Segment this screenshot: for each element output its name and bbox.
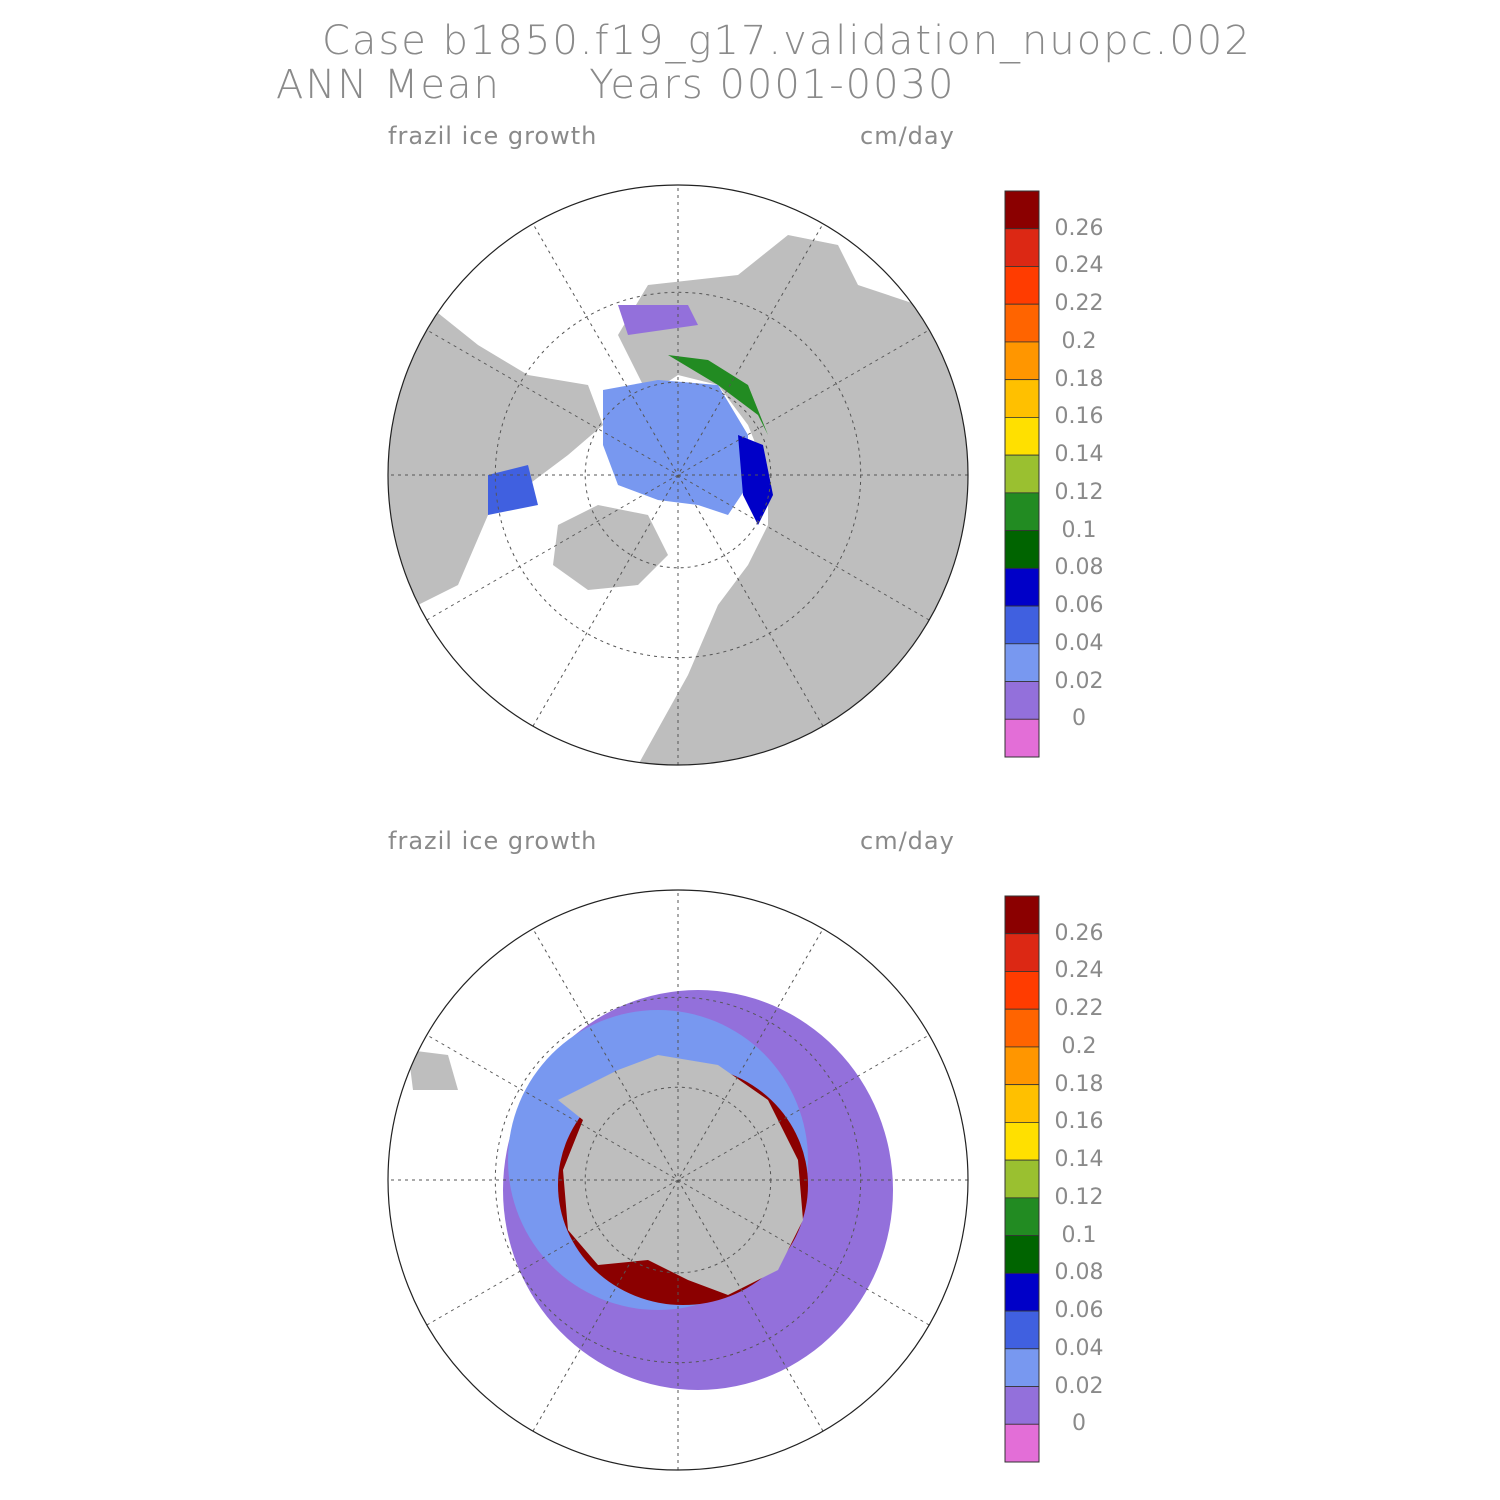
south-colorbar-swatch	[1004, 1046, 1040, 1086]
south-variable-label: frazil ice growth	[388, 827, 598, 855]
north-colorbar-tick-label: 0.26	[1054, 215, 1104, 241]
south-colorbar-swatch	[1004, 933, 1040, 972]
south-colorbar-tick-label: 0.16	[1054, 1109, 1104, 1135]
south-colorbar-swatch	[1004, 1310, 1040, 1350]
greenland-land	[553, 505, 668, 590]
north-colorbar-tick-label: 0.02	[1054, 668, 1104, 694]
south-colorbar-tick-label: 0.04	[1054, 1335, 1104, 1361]
north-colorbar-swatch	[1004, 718, 1040, 758]
siberian-shelf-frazil	[668, 355, 768, 435]
north-colorbar-frame	[1004, 190, 1040, 758]
south-units-label: cm/day	[860, 827, 955, 855]
north-map-border	[387, 184, 969, 766]
south-colorbar-swatch	[1004, 1197, 1040, 1237]
south-colorbar-swatch	[1004, 895, 1040, 935]
north-colorbar-swatch	[1004, 605, 1040, 645]
north-colorbar-tick-label: 0.24	[1054, 253, 1104, 279]
south-colorbar-swatch	[1004, 1008, 1040, 1048]
north-colorbar-swatch	[1004, 190, 1040, 230]
north-map	[387, 184, 969, 766]
north-colorbar-tick-label: 0.06	[1054, 593, 1104, 619]
north-colorbar-swatch	[1004, 492, 1040, 532]
north-colorbar-swatch	[1004, 416, 1040, 456]
south-colorbar-frame	[1004, 895, 1040, 1463]
north-colorbar-swatch	[1004, 379, 1040, 418]
north-colorbar-swatch	[1004, 341, 1040, 381]
south-colorbar-swatch	[1004, 1423, 1040, 1463]
south-colorbar-tick-label: 0.18	[1054, 1071, 1104, 1097]
south-panel: frazil ice growth cm/day	[0, 705, 1500, 1425]
south-colorbar-swatch	[1004, 971, 1040, 1010]
north-america-land	[388, 305, 603, 605]
south-colorbar-swatch	[1004, 1084, 1040, 1123]
south-colorbar-swatch	[1004, 1386, 1040, 1425]
north-colorbar-swatch	[1004, 303, 1040, 343]
north-colorbar-swatch	[1004, 266, 1040, 305]
north-colorbar-tick-label: 0	[1072, 706, 1086, 732]
south-colorbar-tick-label: 0.24	[1054, 958, 1104, 984]
north-colorbar-swatch	[1004, 567, 1040, 607]
north-colorbar-tick-label: 0.04	[1054, 630, 1104, 656]
north-colorbar-tick-label: 0.14	[1054, 442, 1104, 468]
south-colorbar-tick-label: 0.12	[1054, 1184, 1104, 1210]
south-colorbar-swatch	[1004, 1348, 1040, 1387]
barents-frazil	[738, 435, 773, 525]
south-colorbar-swatch	[1004, 1272, 1040, 1312]
figure-title-period: ANN Mean Years 0001-0030	[276, 62, 956, 108]
north-colorbar-swatch	[1004, 454, 1040, 494]
north-colorbar-tick-label: 0.1	[1061, 517, 1097, 543]
north-colorbar-tick-label: 0.22	[1054, 291, 1104, 317]
north-colorbar-tick-label: 0.12	[1054, 479, 1104, 505]
north-colorbar-tick-label: 0.08	[1054, 555, 1104, 581]
north-colorbar-swatch	[1004, 681, 1040, 720]
south-colorbar-tick-label: 0.14	[1054, 1147, 1104, 1173]
south-colorbar-tick-label: 0.02	[1054, 1373, 1104, 1399]
north-units-label: cm/day	[860, 122, 955, 150]
north-map-body	[388, 185, 968, 765]
bering-frazil	[618, 305, 698, 335]
north-colorbar-tick-label: 0.16	[1054, 404, 1104, 430]
south-colorbar-tick-label: 0.22	[1054, 996, 1104, 1022]
south-colorbar-tick-label: 0.1	[1061, 1222, 1097, 1248]
south-map-border	[387, 889, 969, 1471]
south-map-body	[388, 890, 968, 1470]
south-colorbar-tick-label: 0	[1072, 1411, 1086, 1437]
north-colorbar-swatch	[1004, 530, 1040, 569]
antarctica-land	[538, 1055, 803, 1295]
south-colorbar-swatch	[1004, 1235, 1040, 1274]
arctic-basin-frazil	[603, 380, 748, 515]
meridian-line	[426, 1034, 930, 1326]
north-colorbar-tick-label: 0.18	[1054, 366, 1104, 392]
south-colorbar-swatch	[1004, 1122, 1040, 1161]
hudson-bay-frazil	[488, 465, 538, 515]
north-colorbar-tick-label: 0.2	[1061, 328, 1097, 354]
figure-title-case: Case b1850.f19_g17.validation_nuopc.002	[322, 18, 1252, 64]
meridian-line	[426, 329, 930, 621]
north-panel: frazil ice growth cm/day	[0, 0, 1500, 720]
north-colorbar-swatch	[1004, 643, 1040, 682]
south-colorbar-tick-label: 0.2	[1061, 1033, 1097, 1059]
south-colorbar-tick-label: 0.06	[1054, 1298, 1104, 1324]
north-variable-label: frazil ice growth	[388, 122, 598, 150]
south-map	[387, 889, 969, 1471]
south-colorbar-tick-label: 0.08	[1054, 1260, 1104, 1286]
north-colorbar-swatch	[1004, 228, 1040, 267]
south-colorbar-tick-label: 0.26	[1054, 920, 1104, 946]
south-america-land	[408, 1050, 458, 1090]
south-colorbar-swatch	[1004, 1159, 1040, 1199]
